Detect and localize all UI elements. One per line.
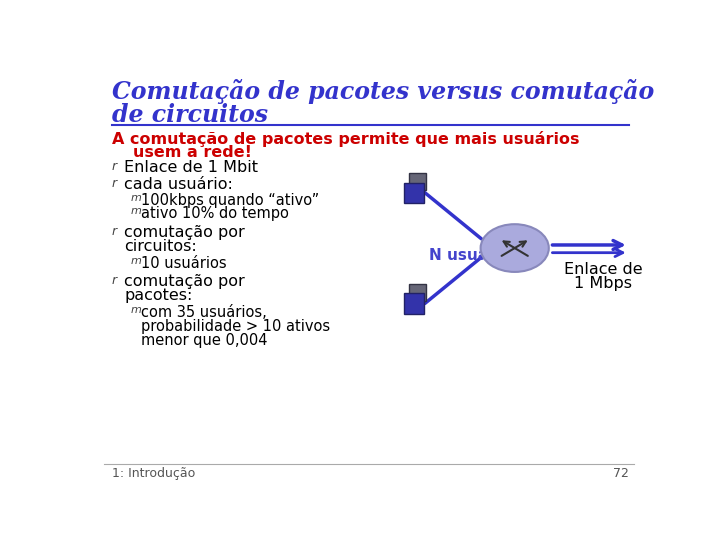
Text: circuitos:: circuitos: xyxy=(124,239,197,254)
Text: m: m xyxy=(130,193,141,202)
Text: com 35 usuários,: com 35 usuários, xyxy=(141,305,267,320)
Text: 1: Introdução: 1: Introdução xyxy=(112,467,195,480)
Text: r: r xyxy=(112,160,117,173)
Text: usem a rede!: usem a rede! xyxy=(132,145,251,160)
Text: r: r xyxy=(112,177,117,190)
Bar xyxy=(408,173,426,190)
Ellipse shape xyxy=(481,224,549,272)
Text: A comutação de pacotes permite que mais usuários: A comutação de pacotes permite que mais … xyxy=(112,131,579,147)
Text: m: m xyxy=(130,305,141,315)
Text: comutação por: comutação por xyxy=(124,274,245,289)
Bar xyxy=(404,294,424,314)
Text: 72: 72 xyxy=(613,467,629,480)
Text: ativo 10% do tempo: ativo 10% do tempo xyxy=(141,206,289,221)
Text: Comutação de pacotes versus comutação: Comutação de pacotes versus comutação xyxy=(112,79,654,104)
Text: comutação por: comutação por xyxy=(124,225,245,240)
Bar xyxy=(408,284,426,301)
Text: 1 Mbps: 1 Mbps xyxy=(574,276,632,291)
Text: 10 usuários: 10 usuários xyxy=(141,256,227,271)
Text: m: m xyxy=(130,256,141,266)
Text: de circuitos: de circuitos xyxy=(112,103,268,127)
Text: Enlace de: Enlace de xyxy=(564,262,642,277)
Text: m: m xyxy=(130,206,141,217)
Text: r: r xyxy=(112,225,117,238)
Bar xyxy=(404,183,424,202)
Text: N usuários: N usuários xyxy=(429,248,521,264)
Text: r: r xyxy=(112,274,117,287)
Text: Enlace de 1 Mbit: Enlace de 1 Mbit xyxy=(124,160,258,176)
Text: menor que 0,004: menor que 0,004 xyxy=(141,333,268,348)
Text: pacotes:: pacotes: xyxy=(124,288,192,303)
Text: probabilidade > 10 ativos: probabilidade > 10 ativos xyxy=(141,319,330,334)
Text: cada usuário:: cada usuário: xyxy=(124,177,233,192)
Text: 100kbps quando “ativo”: 100kbps quando “ativo” xyxy=(141,193,320,207)
